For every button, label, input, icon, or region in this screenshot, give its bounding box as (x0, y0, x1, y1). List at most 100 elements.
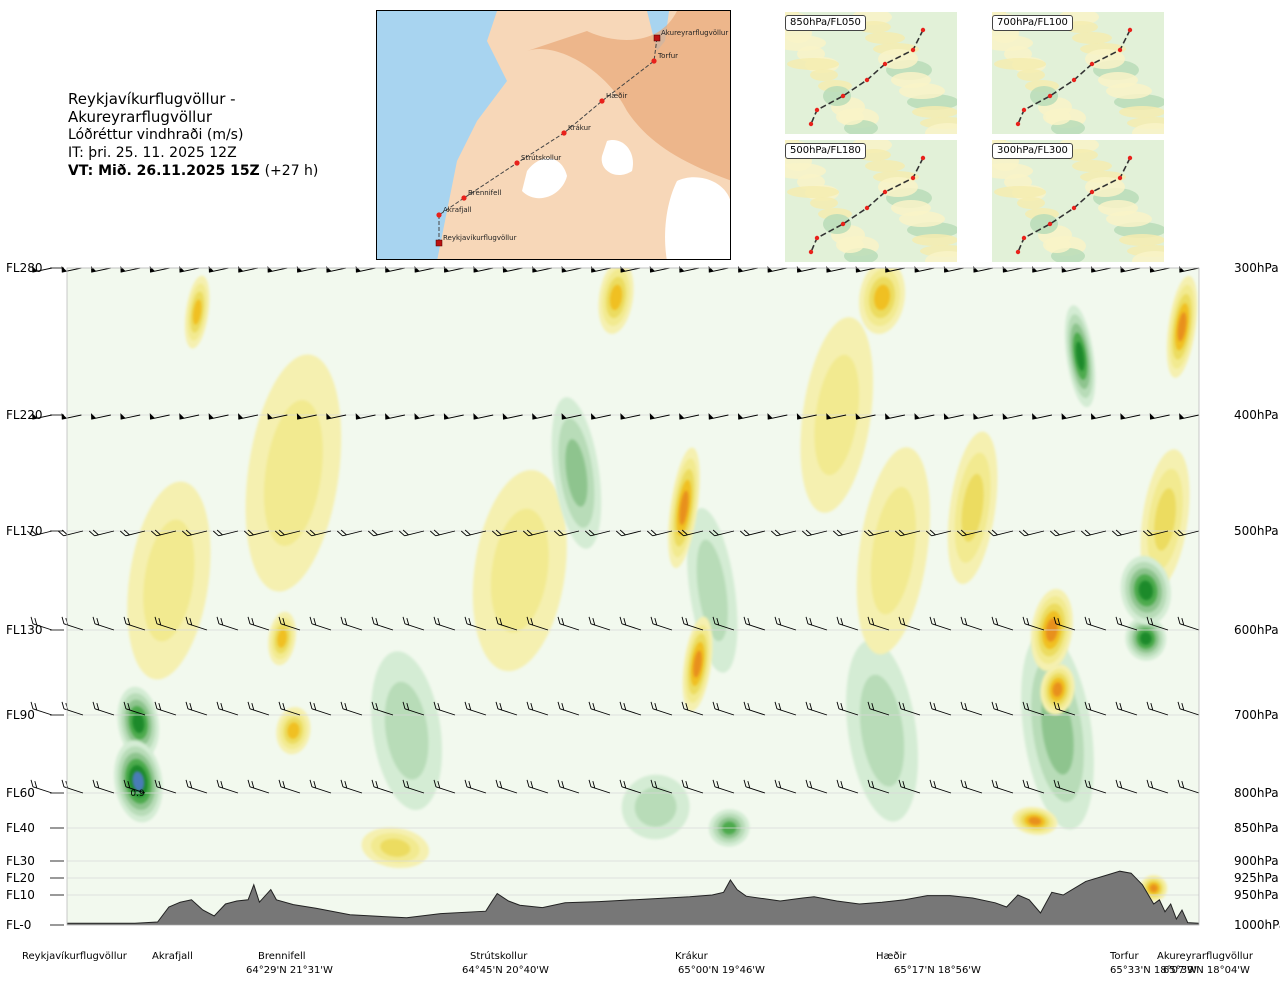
wind-barb-800-21 (681, 779, 704, 794)
wind-barb-700-33 (1053, 701, 1076, 716)
w-band-18-ring-3 (874, 284, 891, 311)
barb-flag (929, 701, 933, 709)
barb-shaft (559, 623, 580, 631)
barb-flag (650, 616, 654, 624)
wind-barb-600-4 (154, 616, 177, 631)
map-glacier-3 (665, 177, 730, 259)
barb-shaft (94, 623, 115, 631)
barb-flag (588, 701, 592, 709)
barb-flag (1150, 702, 1154, 711)
barb-flag (716, 702, 720, 711)
thumbnail-blob (1085, 49, 1125, 69)
barb-shaft (679, 267, 700, 273)
barb-shaft (326, 267, 347, 273)
barb-flag (189, 617, 193, 626)
barb-shaft (497, 708, 518, 716)
wind-barb-400-5 (179, 413, 200, 420)
barb-shaft (404, 708, 425, 716)
wind-barb-500-5 (181, 529, 208, 537)
wind-barb-500-11 (367, 529, 394, 537)
thumbnail-850hpa-fl050[interactable]: 850hPa/FL050 (785, 12, 957, 134)
barb-flag (685, 780, 689, 789)
map-label-brennifell: Brennifell (468, 189, 501, 197)
barb-shaft (385, 267, 405, 273)
barb-shaft (149, 267, 170, 273)
wind-barb-600-13 (433, 616, 456, 631)
thumbnail-blob (1017, 69, 1045, 81)
barb-shaft (311, 708, 332, 716)
thumbnail-point (1089, 189, 1095, 195)
wind-barb-500-30 (956, 529, 983, 537)
barb-shaft (1149, 414, 1170, 420)
wind-barb-400-29 (885, 413, 905, 420)
barb-shaft (1086, 786, 1107, 794)
barb-shaft (679, 414, 700, 420)
thumbnail-blob (1085, 177, 1125, 197)
barb-shaft (94, 708, 115, 716)
barb-shaft (900, 623, 921, 631)
barb-flag (685, 702, 689, 711)
thumbnail-label: 500hPa/FL180 (785, 143, 866, 159)
thumbnail-500hpa-fl180[interactable]: 500hPa/FL180 (785, 140, 957, 262)
wind-barb-800-14 (464, 779, 487, 794)
thumbnail-700hpa-fl100[interactable]: 700hPa/FL100 (992, 12, 1164, 134)
wind-barb-600-5 (185, 616, 208, 631)
barb-shaft (249, 786, 270, 794)
wind-barb-500-9 (305, 529, 332, 537)
wind-barb-400-18 (561, 413, 582, 420)
barb-flag (247, 529, 254, 536)
wind-barb-600-25 (805, 616, 828, 631)
barb-flag (468, 617, 472, 626)
barb-flag (34, 702, 38, 711)
barb-flag (778, 617, 782, 626)
barb-flag (181, 530, 188, 537)
barb-shaft (385, 414, 405, 420)
thumbnail-blob (992, 35, 1033, 51)
wind-barb-700-37 (1177, 701, 1200, 716)
wind-barb-400-23 (708, 413, 729, 420)
wind-barb-600-17 (557, 616, 580, 631)
barb-flag (402, 616, 406, 624)
left-tick-fl170: FL170 (6, 524, 43, 538)
barb-shaft (1024, 786, 1045, 794)
thumbnail-blob (836, 109, 864, 125)
barb-shaft (1117, 786, 1138, 794)
barb-flag (840, 702, 844, 711)
thumbnail-point (1021, 235, 1027, 241)
barb-flag (1026, 780, 1030, 789)
wind-barb-400-34 (1032, 413, 1052, 420)
wind-barb-500-19 (615, 529, 642, 537)
wind-barb-500-13 (429, 529, 456, 537)
barb-flag (150, 530, 157, 537)
thumbnail-blob (925, 123, 957, 134)
barb-flag (1057, 780, 1061, 789)
wind-barb-600-11 (371, 616, 394, 631)
barb-flag (247, 616, 251, 624)
barb-shaft (914, 267, 935, 273)
waypoint-coord-akureyrarflugvollur: 65°39'N 18°04'W (1163, 965, 1250, 976)
barb-flag (1142, 530, 1149, 537)
barb-flag (433, 529, 440, 536)
thumbnail-300hpa-fl300[interactable]: 300hPa/FL300 (992, 140, 1164, 262)
cross-section-svg: FL280 FL220 FL170 FL130 FL90 FL60 FL40 FL30 FL20… (6, 261, 1280, 976)
barb-flag (836, 701, 840, 709)
barb-shaft (156, 708, 177, 716)
barb-shaft (745, 786, 766, 794)
barb-flag (212, 530, 219, 537)
w-band-13 (1140, 449, 1190, 590)
barb-pennant (385, 413, 391, 420)
barb-shaft (900, 786, 921, 794)
thumbnail-blob (1030, 214, 1058, 234)
wind-barb-400-28 (855, 413, 876, 420)
left-tick-fl220: FL220 (6, 408, 43, 422)
map-airport-reykjavikurflugvollur (435, 239, 443, 247)
barb-flag (964, 702, 968, 711)
barb-shaft (714, 786, 735, 794)
barb-shaft (208, 414, 229, 420)
thumbnail-point (1117, 175, 1123, 181)
barb-shaft (838, 786, 859, 794)
barb-flag (1177, 701, 1181, 709)
barb-shaft (931, 786, 952, 794)
waypoint-h-ir: Hæðir (876, 951, 907, 962)
barb-flag (654, 702, 658, 711)
